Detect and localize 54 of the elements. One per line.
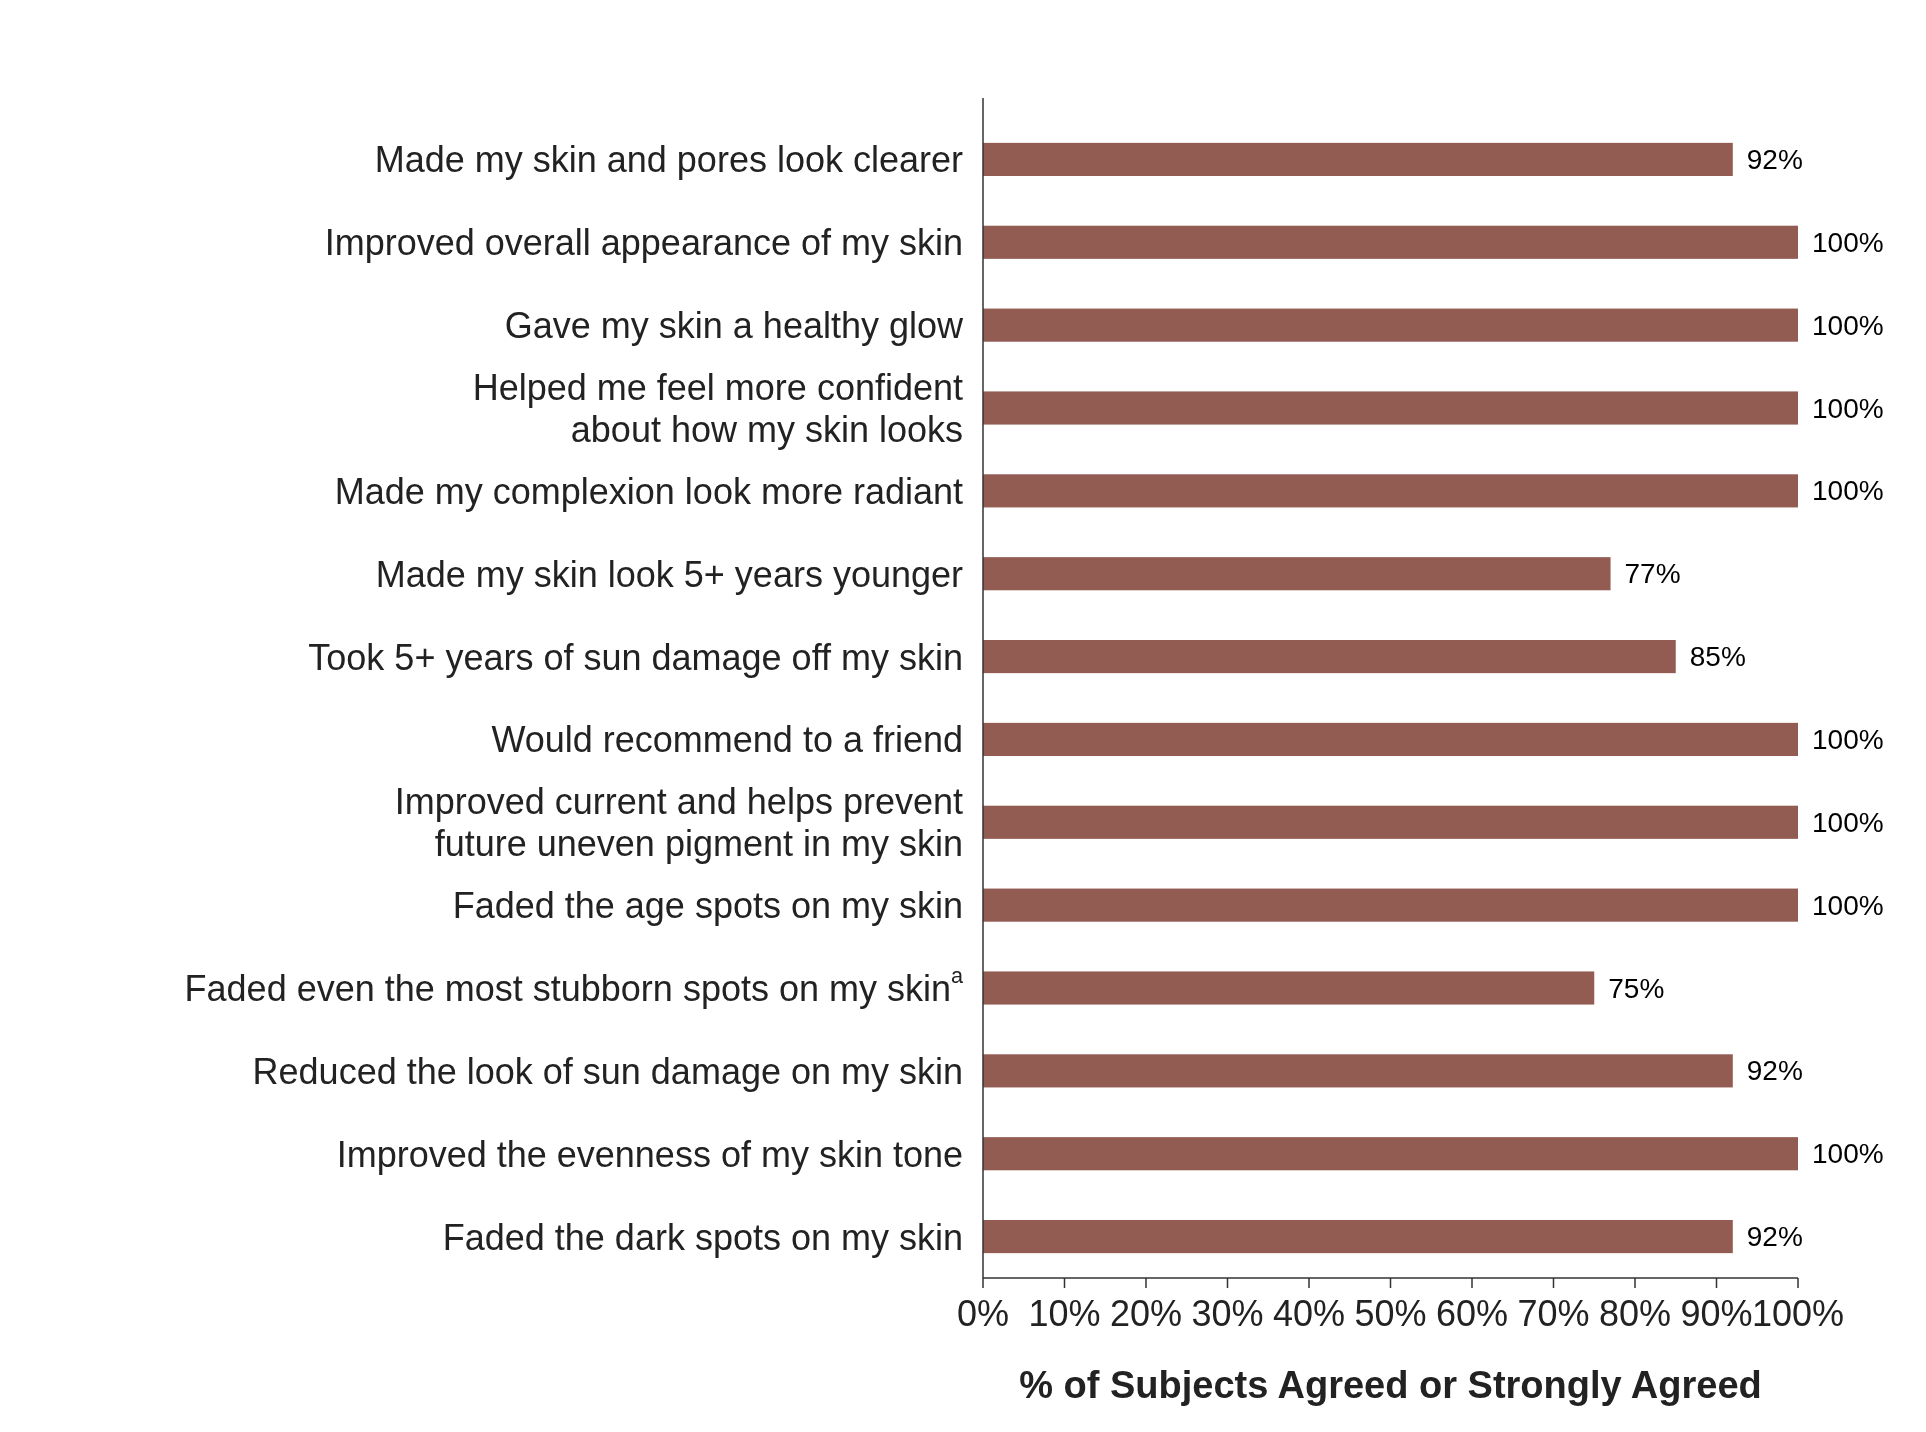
- data-label: 85%: [1689, 641, 1746, 673]
- data-label: 100%: [1812, 392, 1884, 424]
- data-label: 75%: [1608, 972, 1665, 1004]
- bar: [983, 142, 1733, 176]
- bar: [983, 971, 1595, 1005]
- x-tick-label: 10%: [1028, 1293, 1101, 1334]
- data-label: 92%: [1746, 1221, 1803, 1253]
- y-tick-label: Reduced the look of sun damage on my skin: [252, 1050, 963, 1092]
- x-tick-label: 100%: [1751, 1293, 1845, 1334]
- x-tick-label: 30%: [1191, 1293, 1264, 1334]
- y-tick-label: Improved overall appearance of my skin: [324, 221, 963, 263]
- data-label: 100%: [1812, 806, 1884, 838]
- x-tick-label: 90%: [1680, 1293, 1753, 1334]
- data-label: 77%: [1624, 558, 1681, 590]
- data-label: 100%: [1812, 1138, 1884, 1170]
- x-tick-label: 80%: [1598, 1293, 1672, 1334]
- data-label: 100%: [1812, 723, 1884, 755]
- y-tick-label: Gave my skin a healthy glow: [504, 304, 964, 346]
- bar: [983, 1054, 1733, 1088]
- data-label: 100%: [1812, 226, 1884, 258]
- bar: [983, 308, 1798, 342]
- y-tick-label: Faded even the most stubborn spots on my skin$^{a}$: [184, 963, 964, 1009]
- x-tick-label: 50%: [1354, 1293, 1427, 1334]
- y-tick-label: Took 5+ years of sun damage off my skin: [308, 636, 963, 678]
- bar: [983, 391, 1798, 425]
- y-tick-label: Made my skin look 5+ years younger: [375, 553, 963, 595]
- bar: [983, 225, 1798, 259]
- y-tick-label: Faded the age spots on my skin: [452, 884, 963, 926]
- bar: [983, 474, 1798, 508]
- y-tick-label: Would recommend to a friend: [491, 718, 963, 760]
- y-tick-label: Made my skin and pores look clearer: [374, 138, 963, 180]
- bar: [983, 805, 1798, 839]
- data-label: 100%: [1812, 309, 1884, 341]
- data-label: 100%: [1812, 475, 1884, 507]
- x-axis-title: % of Subjects Agreed or Strongly Agreed: [1019, 1364, 1762, 1406]
- y-tick-label: Faded the dark spots on my skin: [442, 1216, 963, 1258]
- x-tick-label: 20%: [1109, 1293, 1183, 1334]
- x-tick-label: 40%: [1272, 1293, 1346, 1334]
- y-tick-label: Helped me feel more confident about how my skin looks: [472, 366, 963, 450]
- bar: [983, 888, 1798, 922]
- x-tick-label: 60%: [1435, 1293, 1509, 1334]
- data-label: 92%: [1746, 1055, 1803, 1087]
- y-tick-label: Improved current and helps prevent future uneven pigment in my skin: [394, 780, 963, 864]
- bar: [983, 1137, 1798, 1171]
- data-label: 92%: [1746, 143, 1803, 175]
- bar: [983, 722, 1798, 756]
- x-tick-label: 70%: [1517, 1293, 1590, 1334]
- y-tick-label: Made my complexion look more radiant: [334, 470, 963, 512]
- y-tick-label: Improved the evenness of my skin tone: [336, 1133, 963, 1175]
- bar: [983, 557, 1611, 591]
- x-tick-label: 0%: [956, 1293, 1010, 1334]
- data-label: 100%: [1812, 889, 1884, 921]
- bar: [983, 1220, 1733, 1254]
- bar: [983, 640, 1676, 674]
